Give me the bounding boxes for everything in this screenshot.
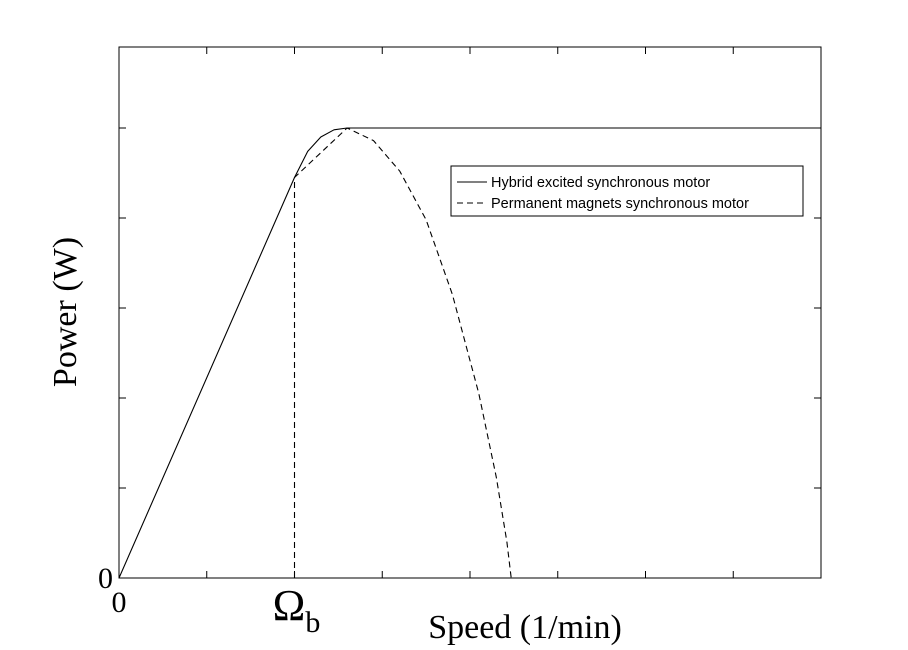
series-lines xyxy=(118,127,821,579)
series-line-hesm xyxy=(118,127,821,579)
legend-label-1: Permanent magnets synchronous motor xyxy=(491,196,749,212)
y-tick-labels: 0 xyxy=(98,562,113,595)
x-tick-label-0: 0 xyxy=(112,586,127,619)
plot-area xyxy=(118,46,822,579)
legend-label-0: Hybrid excited synchronous motor xyxy=(491,175,710,191)
y-axis-label: Power (W) xyxy=(47,237,84,387)
y-tick-label-0: 0 xyxy=(98,562,113,595)
x-tick-labels: 0 Ωb xyxy=(112,581,321,639)
x-axis-label: Speed (1/min) xyxy=(428,609,622,646)
x-tick-label-omega-b: Ωb xyxy=(273,581,321,639)
axis-ticks xyxy=(118,47,822,579)
plot-frame xyxy=(118,46,822,579)
legend-box xyxy=(450,165,804,217)
legend: Hybrid excited synchronous motor Permanen… xyxy=(450,165,804,217)
